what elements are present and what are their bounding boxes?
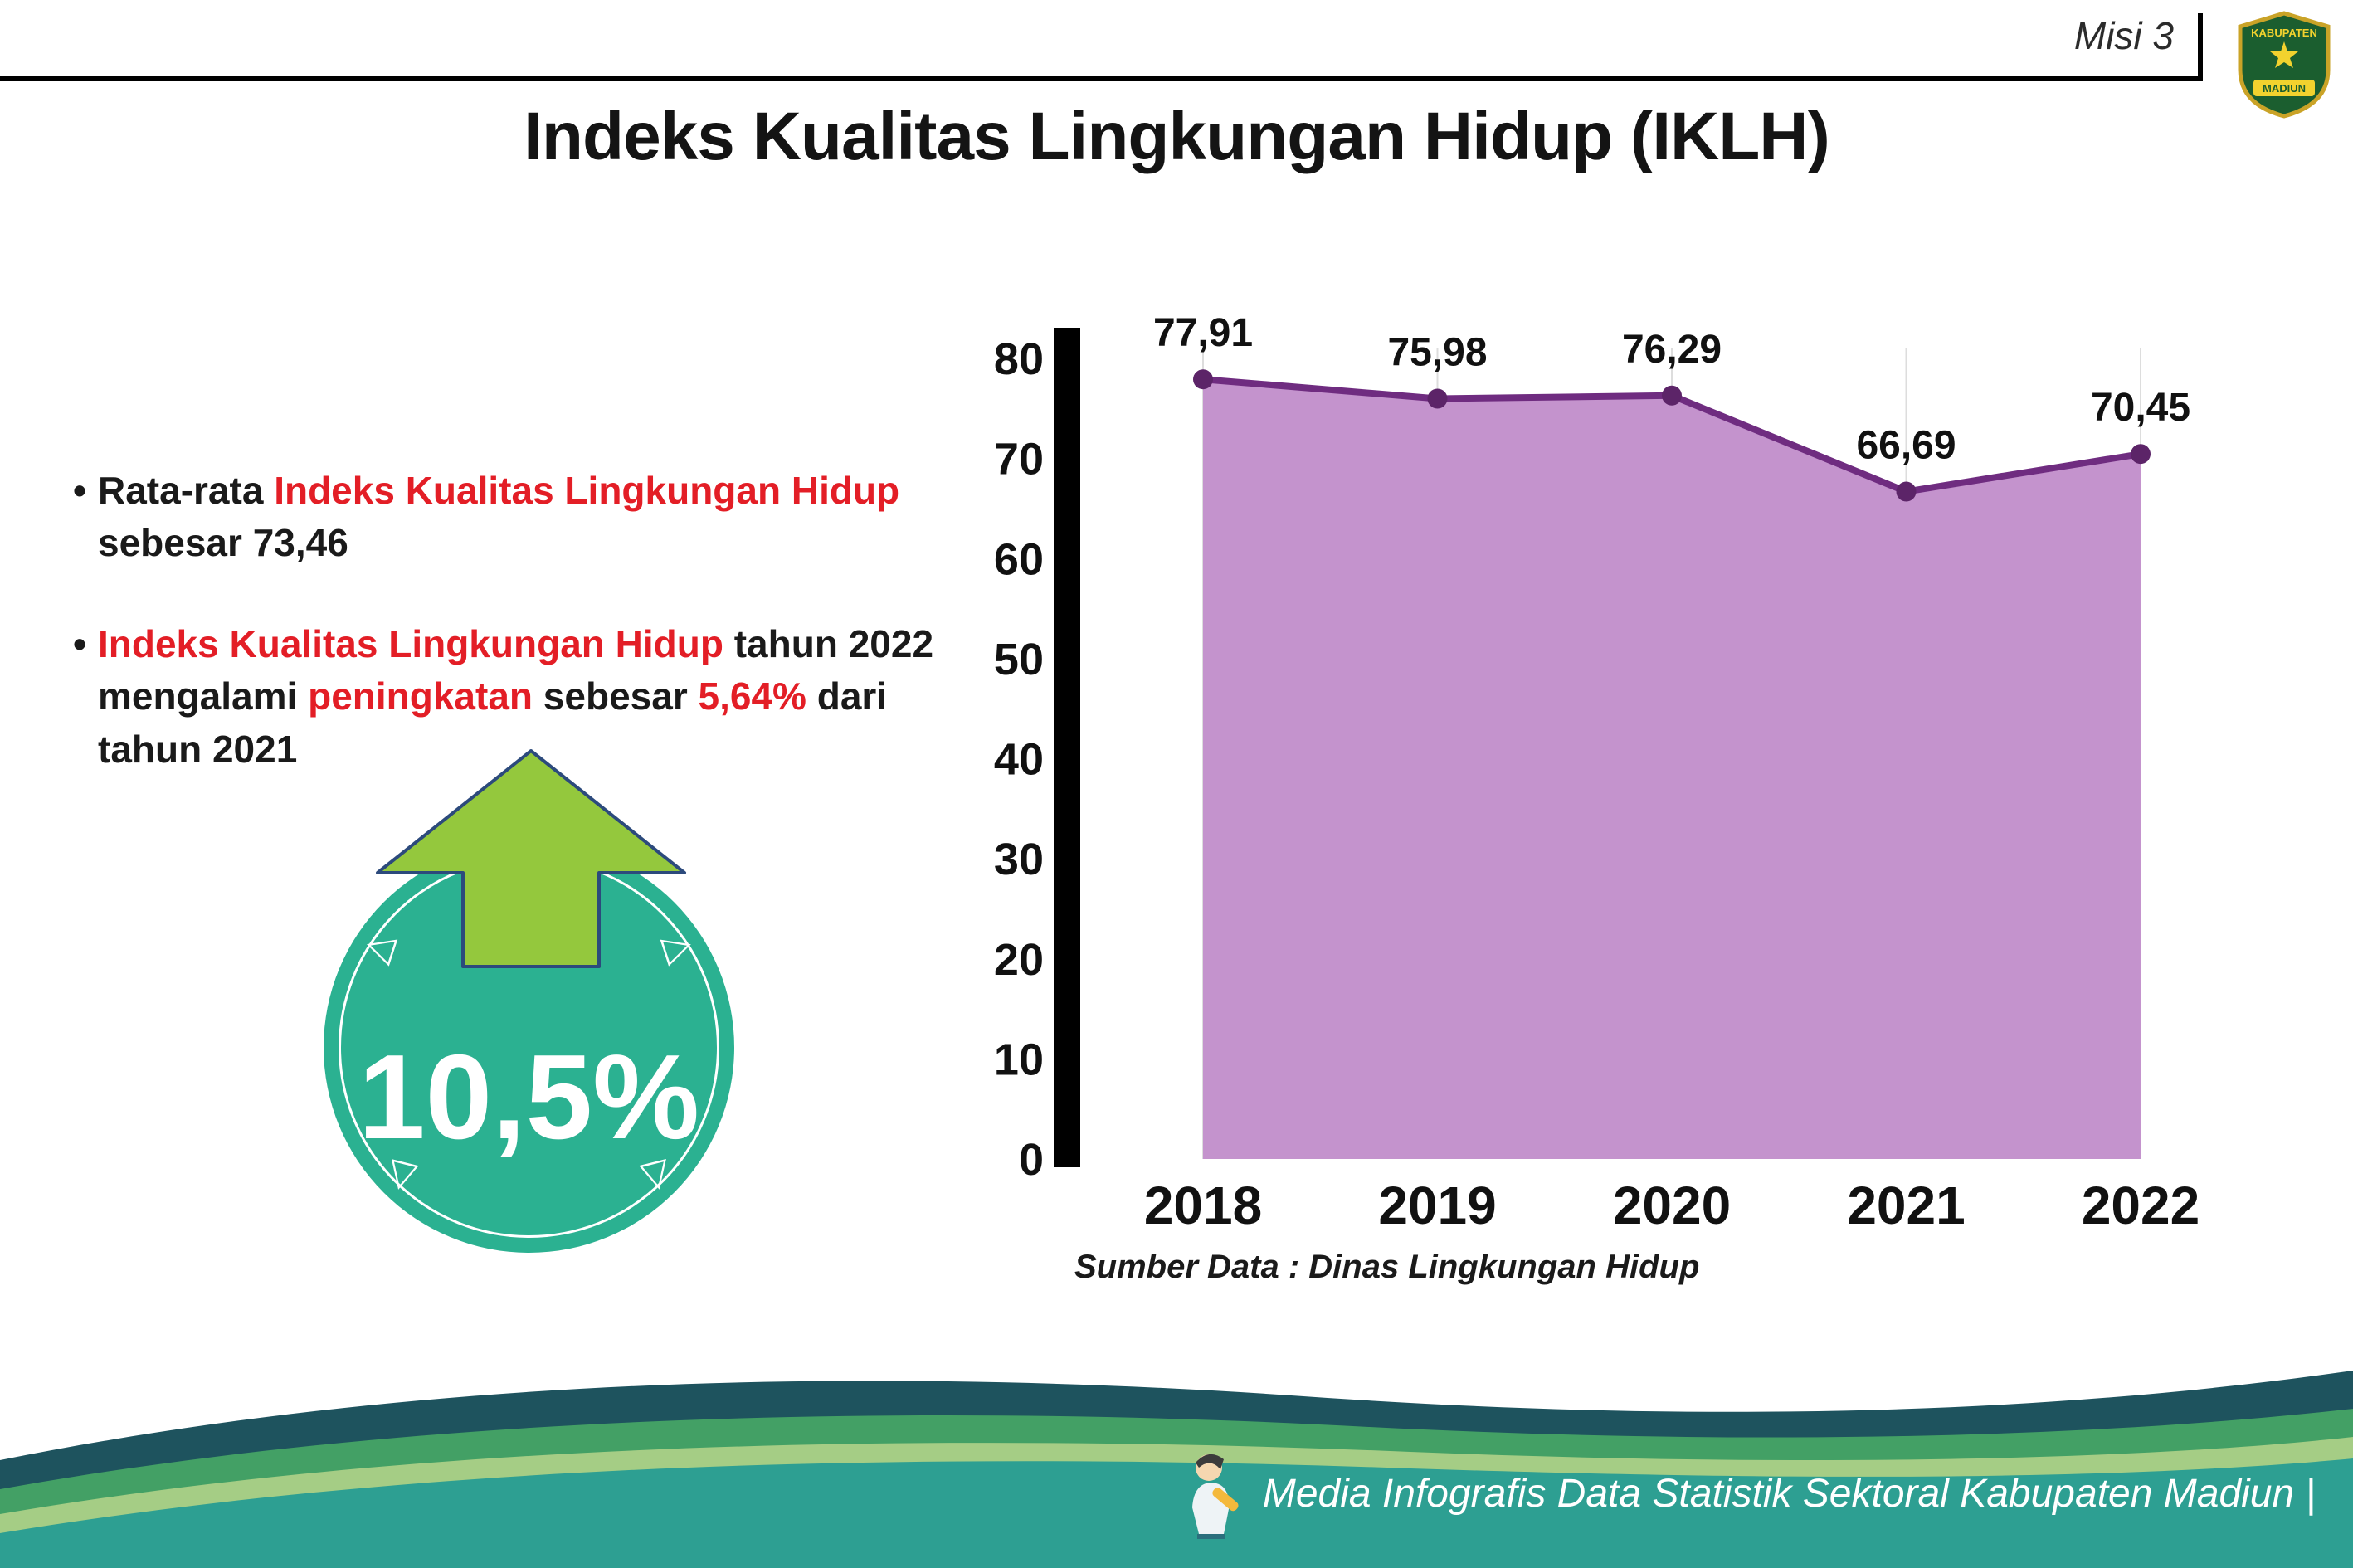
bullet-average-iklh: • Rata-rata Indeks Kualitas Lingkungan Hi… <box>73 465 986 570</box>
highlighted-text: 5,64% <box>698 674 806 718</box>
y-tick-label: 40 <box>994 735 1044 785</box>
x-axis-label: 2022 <box>2082 1176 2200 1235</box>
data-point <box>1662 385 1682 406</box>
chart-source-note: Sumber Data : Dinas Lingkungan Hidup <box>1074 1249 1700 1285</box>
data-point <box>1427 388 1448 409</box>
kabupaten-madiun-logo: KABUPATEN MADIUN <box>2238 11 2331 119</box>
iklh-area-chart: 77,91 75,98 76,29 66,69 70,45 0 10 20 30 40 50 60 70… <box>994 311 2200 1235</box>
text-segment: dari tahun 2021 <box>98 674 888 771</box>
text-segment: Rata-rata <box>98 469 275 512</box>
y-tick-label: 70 <box>994 435 1044 485</box>
y-tick-label: 80 <box>994 334 1044 384</box>
y-axis-bar <box>1054 328 1080 1167</box>
value-label: 70,45 <box>2091 386 2190 430</box>
footer-credit-text: Media Infografis Data Statistik Sektoral… <box>1262 1471 2316 1516</box>
y-tick-label: 20 <box>994 935 1044 985</box>
y-tick-label: 30 <box>994 835 1044 884</box>
value-label: 76,29 <box>1622 328 1722 372</box>
logo-star-icon <box>2270 41 2298 68</box>
up-arrow-icon <box>376 749 686 968</box>
x-axis-label: 2020 <box>1613 1176 1731 1235</box>
y-tick-label: 0 <box>1019 1135 1044 1185</box>
data-point <box>1193 369 1213 390</box>
page-title: Indeks Kualitas Lingkungan Hidup (IKLH) <box>524 99 1830 174</box>
highlighted-text: Indeks Kualitas Lingkungan Hidup <box>274 469 900 512</box>
data-point <box>1896 481 1917 502</box>
misi-label: Misi 3 <box>2073 14 2174 57</box>
badge-value: 10,5% <box>358 1030 700 1164</box>
logo-top-text: KABUPATEN <box>2251 27 2317 39</box>
data-point <box>2131 444 2151 465</box>
header-rule-vertical <box>2198 13 2203 81</box>
header-rule <box>0 76 2200 81</box>
bullet-increase-2022: • Indeks Kualitas Lingkungan Hidup tahun … <box>73 618 986 776</box>
x-axis-label: 2021 <box>1847 1176 1965 1235</box>
bullet-icon: • <box>73 469 87 512</box>
text-segment: tahun 2022 mengalami <box>98 621 934 718</box>
x-axis-label: 2018 <box>1144 1176 1262 1235</box>
highlighted-text: peningkatan <box>308 674 533 718</box>
value-label: 66,69 <box>1856 424 1956 468</box>
bullet-icon: • <box>73 621 87 665</box>
y-tick-label: 10 <box>994 1035 1044 1084</box>
logo-bottom-text: MADIUN <box>2263 82 2306 95</box>
mascot-icon <box>1191 1454 1239 1539</box>
x-axis-label: 2019 <box>1378 1176 1496 1235</box>
highlighted-text: Indeks Kualitas Lingkungan Hidup <box>98 621 723 665</box>
value-label: 77,91 <box>1153 311 1253 355</box>
area-fill <box>1203 379 2141 1159</box>
text-segment: sebesar 73,46 <box>98 521 348 565</box>
y-tick-label: 50 <box>994 635 1044 684</box>
y-tick-label: 60 <box>994 534 1044 584</box>
value-label: 75,98 <box>1387 330 1487 374</box>
logo-banner <box>2253 80 2315 96</box>
footer: Media Infografis Data Statistik Sektoral… <box>1180 1448 2316 1539</box>
summary-bullets: • Rata-rata Indeks Kualitas Lingkungan Hi… <box>73 465 986 776</box>
footer-waves <box>0 1371 2353 1568</box>
text-segment: sebesar <box>533 674 699 718</box>
